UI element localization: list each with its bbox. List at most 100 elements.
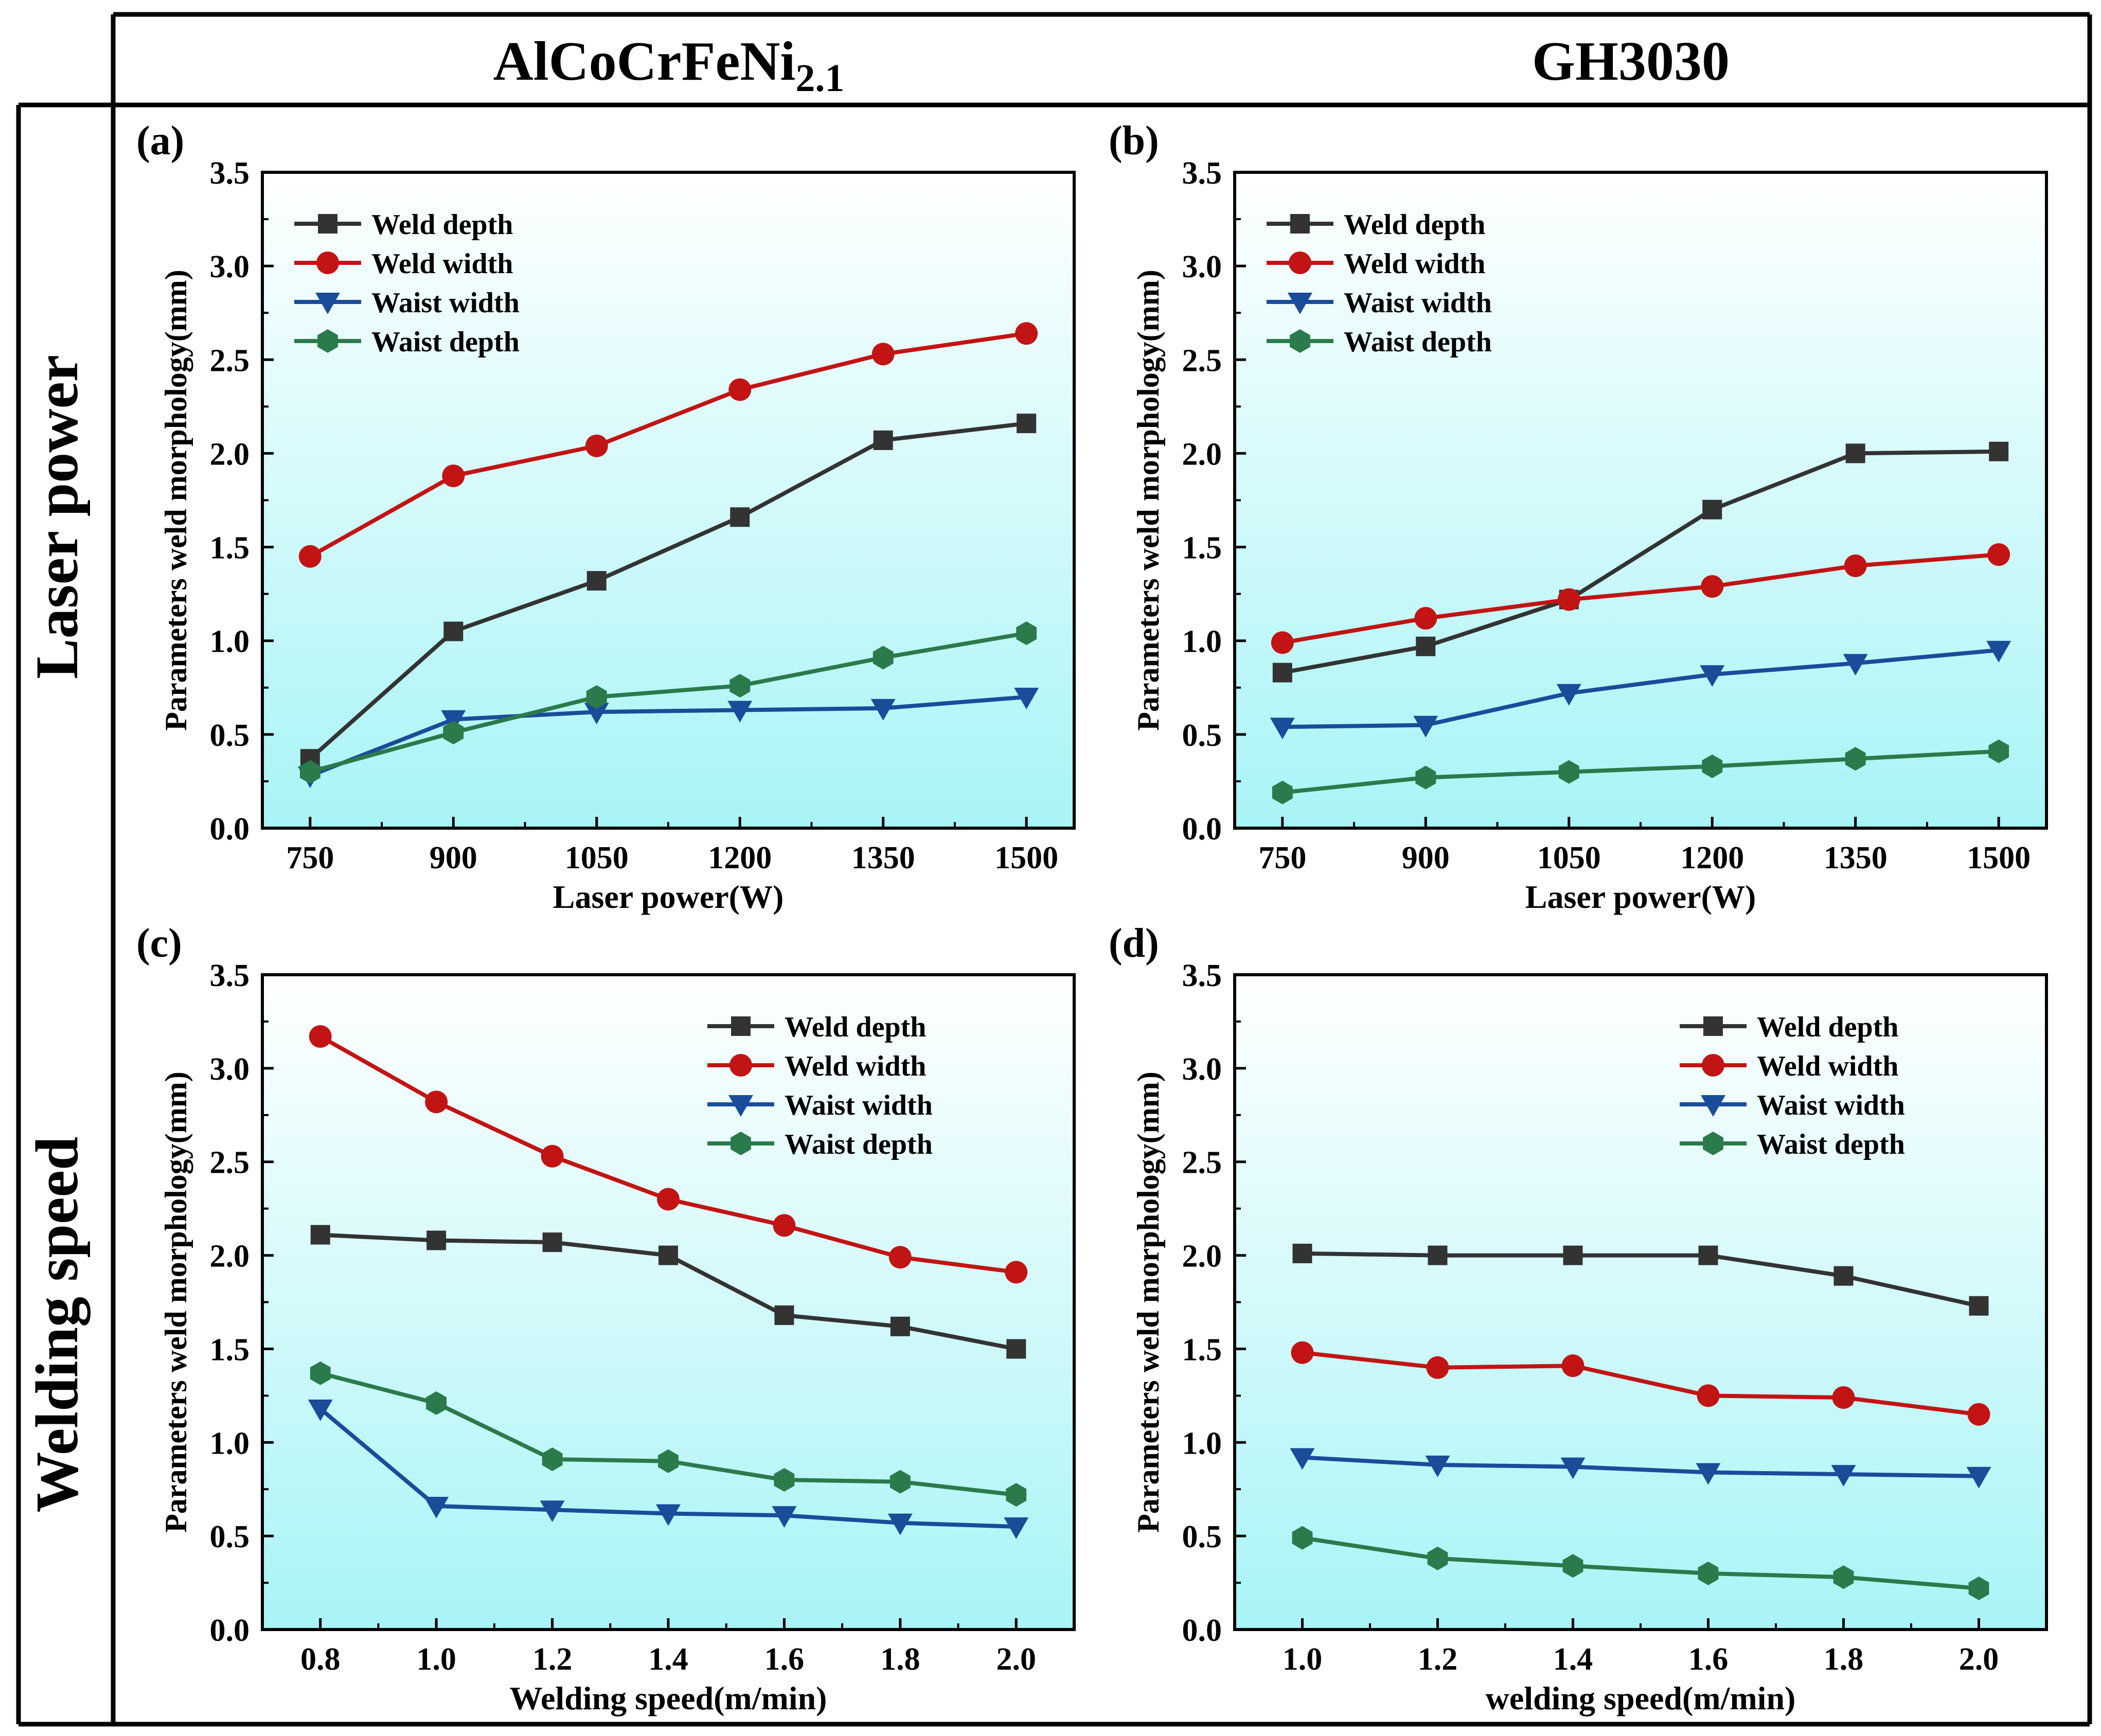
legend-marker-waist-width — [1701, 1095, 1725, 1117]
data-point-weld-width — [888, 1246, 912, 1269]
x-tick-label: 1.6 — [1688, 1642, 1729, 1677]
data-point-weld-depth — [586, 571, 607, 591]
data-point-waist-depth — [1292, 1526, 1313, 1550]
data-point-weld-width — [442, 464, 465, 488]
y-tick-label: 2.5 — [1182, 1146, 1222, 1180]
data-point-waist-width — [1004, 1517, 1029, 1539]
x-tick-label: 1050 — [565, 840, 629, 875]
data-point-weld-width — [728, 378, 752, 401]
series-waist-width — [1270, 640, 2011, 740]
x-tick-label: 1.4 — [1553, 1642, 1593, 1677]
y-tick-label: 0.5 — [1182, 1519, 1222, 1554]
data-point-waist-depth — [873, 646, 894, 670]
legend-label-waist-width: Waist width — [1757, 1089, 1905, 1121]
row-label-welding-speed: Welding speed — [23, 1136, 91, 1512]
data-point-weld-depth — [1563, 1245, 1583, 1265]
data-point-waist-depth — [1845, 747, 1866, 771]
y-axis-title: Parameters weld morphology(mm) — [1131, 270, 1165, 730]
y-tick-label: 0.0 — [210, 1613, 250, 1648]
legend-marker-weld-width — [316, 252, 339, 274]
data-point-waist-depth — [542, 1447, 563, 1471]
data-point-weld-depth — [1017, 414, 1037, 434]
data-point-weld-depth — [1416, 636, 1436, 656]
data-point-waist-depth — [1702, 754, 1723, 778]
data-point-waist-width — [1700, 665, 1725, 687]
column-title-gh3030: GH3030 — [1532, 31, 1730, 92]
legend-label-waist-width: Waist width — [371, 287, 520, 319]
y-tick-label: 0.0 — [210, 812, 250, 847]
data-point-waist-depth — [1988, 739, 2009, 763]
column-title-alcocrfeni: AlCoCrFeNi2.1 — [493, 31, 845, 100]
series-line-waist-width — [1302, 1455, 1979, 1478]
y-tick-label: 2.5 — [210, 343, 250, 378]
y-tick-label: 1.0 — [1182, 1426, 1222, 1461]
data-point-waist-width — [584, 703, 609, 725]
x-axis-title: Laser power(W) — [553, 879, 784, 915]
data-point-waist-width — [870, 699, 896, 721]
legend-label-waist-width: Waist width — [785, 1089, 933, 1121]
series-line-waist-width — [309, 695, 1027, 778]
data-point-waist-depth — [1016, 621, 1037, 646]
data-point-waist-depth — [889, 1470, 911, 1494]
y-tick-label: 0.0 — [1182, 812, 1222, 847]
data-point-weld-depth — [873, 430, 893, 450]
series-waist-width — [308, 1399, 1029, 1539]
y-axis-title: Parameters weld morphology(mm) — [1131, 1071, 1165, 1532]
data-point-weld-depth — [1006, 1339, 1026, 1359]
x-tick-label: 0.8 — [300, 1642, 341, 1677]
legend-marker-waist-width — [728, 1095, 753, 1117]
data-point-weld-depth — [310, 1225, 330, 1245]
data-point-waist-width — [727, 701, 753, 723]
x-tick-label: 1.2 — [532, 1642, 573, 1677]
y-tick-label: 1.5 — [210, 1332, 250, 1367]
data-point-waist-depth — [1272, 780, 1293, 804]
data-point-waist-depth — [426, 1391, 447, 1415]
x-tick-label: 750 — [1258, 840, 1306, 875]
plot-area — [1235, 975, 2046, 1630]
series-line-waist-depth — [1302, 1535, 1979, 1590]
data-point-weld-width — [1291, 1341, 1314, 1364]
legend-label-weld-width: Weld width — [1757, 1050, 1898, 1082]
y-tick-label: 2.0 — [210, 1239, 250, 1274]
data-point-weld-depth — [443, 621, 464, 641]
y-tick-label: 2.5 — [1182, 343, 1222, 378]
y-tick-label: 0.5 — [1182, 718, 1222, 753]
data-point-weld-width — [1414, 607, 1437, 630]
data-point-waist-depth — [729, 674, 751, 698]
legend-marker-weld-width — [1702, 1054, 1724, 1077]
data-point-waist-width — [424, 1496, 449, 1518]
series-line-waist-depth — [309, 631, 1027, 774]
series-waist-width — [1290, 1448, 1991, 1489]
data-point-waist-depth — [1006, 1483, 1027, 1507]
series-line-weld-width — [1302, 1350, 1979, 1417]
data-point-weld-width — [1015, 322, 1038, 345]
legend-label-waist-depth: Waist depth — [371, 326, 520, 358]
y-tick-label: 1.5 — [1182, 1332, 1222, 1367]
data-point-waist-width — [656, 1504, 681, 1526]
data-point-weld-depth — [1833, 1266, 1854, 1286]
legend-marker-weld-depth — [1290, 214, 1310, 234]
x-axis-title: Laser power(W) — [1525, 879, 1756, 915]
data-point-weld-width — [425, 1090, 448, 1114]
panel-label: (d) — [1109, 921, 1159, 966]
x-tick-label: 1350 — [1824, 840, 1888, 875]
data-point-waist-width — [1831, 1465, 1856, 1487]
y-tick-label: 3.0 — [210, 249, 250, 284]
series-waist-depth — [310, 1361, 1027, 1507]
data-point-waist-width — [308, 1399, 333, 1421]
legend-label-weld-depth: Weld depth — [371, 209, 513, 241]
x-tick-label: 1050 — [1537, 840, 1601, 875]
data-point-waist-depth — [310, 1361, 331, 1385]
series-waist-depth — [1272, 739, 2009, 804]
data-point-weld-depth — [1702, 499, 1722, 520]
row-label-laser-power: Laser power — [23, 355, 91, 679]
data-point-waist-width — [1014, 688, 1039, 709]
legend-marker-weld-width — [729, 1054, 752, 1077]
data-point-weld-width — [541, 1144, 564, 1168]
legend-label-weld-depth: Weld depth — [1757, 1011, 1898, 1043]
x-tick-label: 1500 — [994, 840, 1058, 875]
x-axis-title: welding speed(m/min) — [1486, 1680, 1796, 1716]
frame — [16, 12, 2092, 1727]
data-point-weld-depth — [1845, 443, 1865, 463]
plot-area — [1235, 172, 2046, 828]
